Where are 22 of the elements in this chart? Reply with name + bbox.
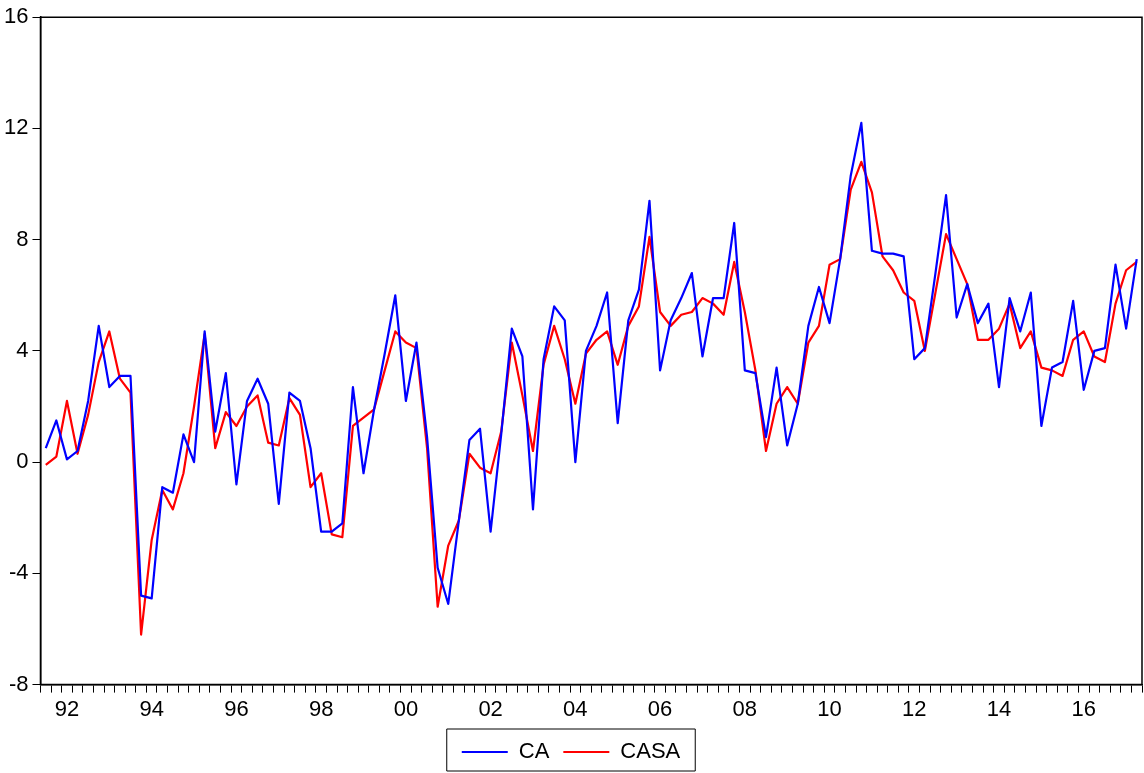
x-tick-label: 96: [224, 695, 249, 721]
legend-label: CASA: [620, 738, 681, 764]
y-tick-label: 0: [16, 448, 29, 474]
y-tick-label: 4: [16, 336, 29, 362]
x-tick-label: 10: [817, 695, 842, 721]
x-tick-label: 14: [986, 695, 1012, 721]
x-tick-label: 08: [732, 695, 758, 721]
legend-label: CA: [518, 738, 550, 764]
x-tick-label: 92: [54, 695, 80, 721]
y-tick-label: 12: [3, 114, 29, 140]
y-tick-label: 8: [16, 225, 29, 251]
y-tick-label: -4: [8, 559, 29, 585]
x-tick-label: 12: [902, 695, 927, 721]
x-tick-label: 94: [139, 695, 164, 721]
x-tick-label: 04: [563, 695, 588, 721]
x-tick-label: 00: [393, 695, 419, 721]
x-tick-label: 16: [1071, 695, 1096, 721]
y-tick-label: 16: [3, 3, 29, 29]
x-tick-label: 02: [478, 695, 503, 721]
y-tick-label: -8: [8, 670, 29, 696]
x-tick-label: 06: [647, 695, 673, 721]
x-tick-label: 98: [308, 695, 334, 721]
